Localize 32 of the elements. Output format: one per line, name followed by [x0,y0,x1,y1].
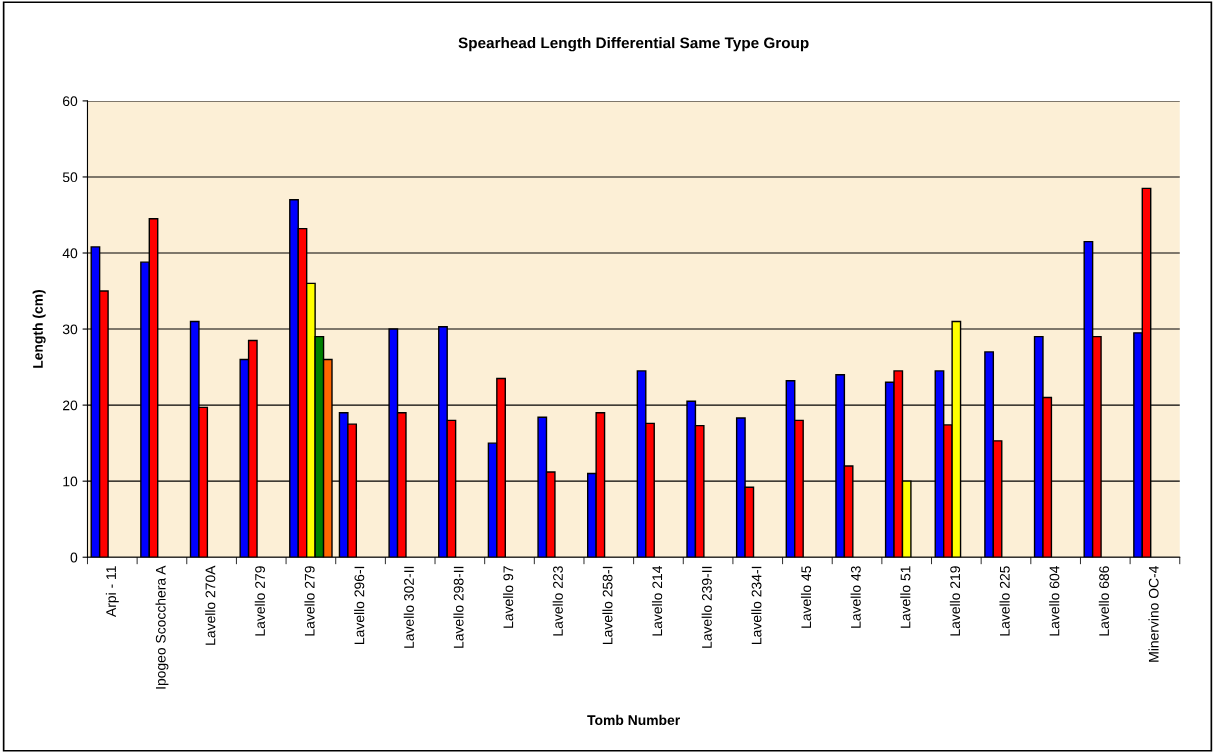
x-tick-label: Lavello 45 [800,566,812,628]
x-tick-label: Minervino OC-4 [1148,565,1159,662]
x-tick-label: Lavello 43 [850,566,861,628]
x-tick-label: Lavello 279 [254,566,265,636]
x-tick-label: Lavello 279 [304,566,315,636]
x-tick-label: Lavello 258-I [602,566,613,644]
y-tick-label: 20 [63,400,78,411]
x-tick-label: Lavello 239-II [701,566,712,648]
x-tick-label: Lavello 225 [999,566,1010,636]
y-axis-title: Length (cm) [32,290,46,368]
x-tick-label: Ipogeo Scocchera A [155,565,169,689]
y-tick-label: 60 [63,96,78,107]
x-tick-label: Lavello 604 [1049,565,1060,636]
y-tick-label: 50 [62,172,78,183]
x-tick-label: Lavello 298-II [453,566,464,648]
x-tick-label: Lavello 296-I [354,566,365,644]
x-tick-label: Arpi - 11 [105,566,119,617]
x-tick-label: Lavello 686 [1098,566,1110,636]
y-tick-label: 30 [62,324,78,335]
x-tick-label: Lavello 234-I [751,566,762,644]
x-tick-label: Lavello 51 [900,566,911,628]
chart-title: Spearhead Length Differential Same Type Group [458,37,809,52]
y-tick-label: 40 [62,248,78,259]
x-tick-label: Lavello 214 [651,565,663,636]
y-tick-label: 0 [70,552,78,563]
x-tick-label: Lavello 302-II [403,566,414,648]
x-tick-label: Lavello 223 [552,566,563,636]
x-axis-title: Tomb Number [587,714,680,726]
y-tick-label: 10 [63,476,78,487]
x-tick-label: Lavello 219 [949,566,961,636]
x-tick-label: Lavello 97 [503,566,514,628]
x-tick-label: Lavello 270A [205,565,216,645]
